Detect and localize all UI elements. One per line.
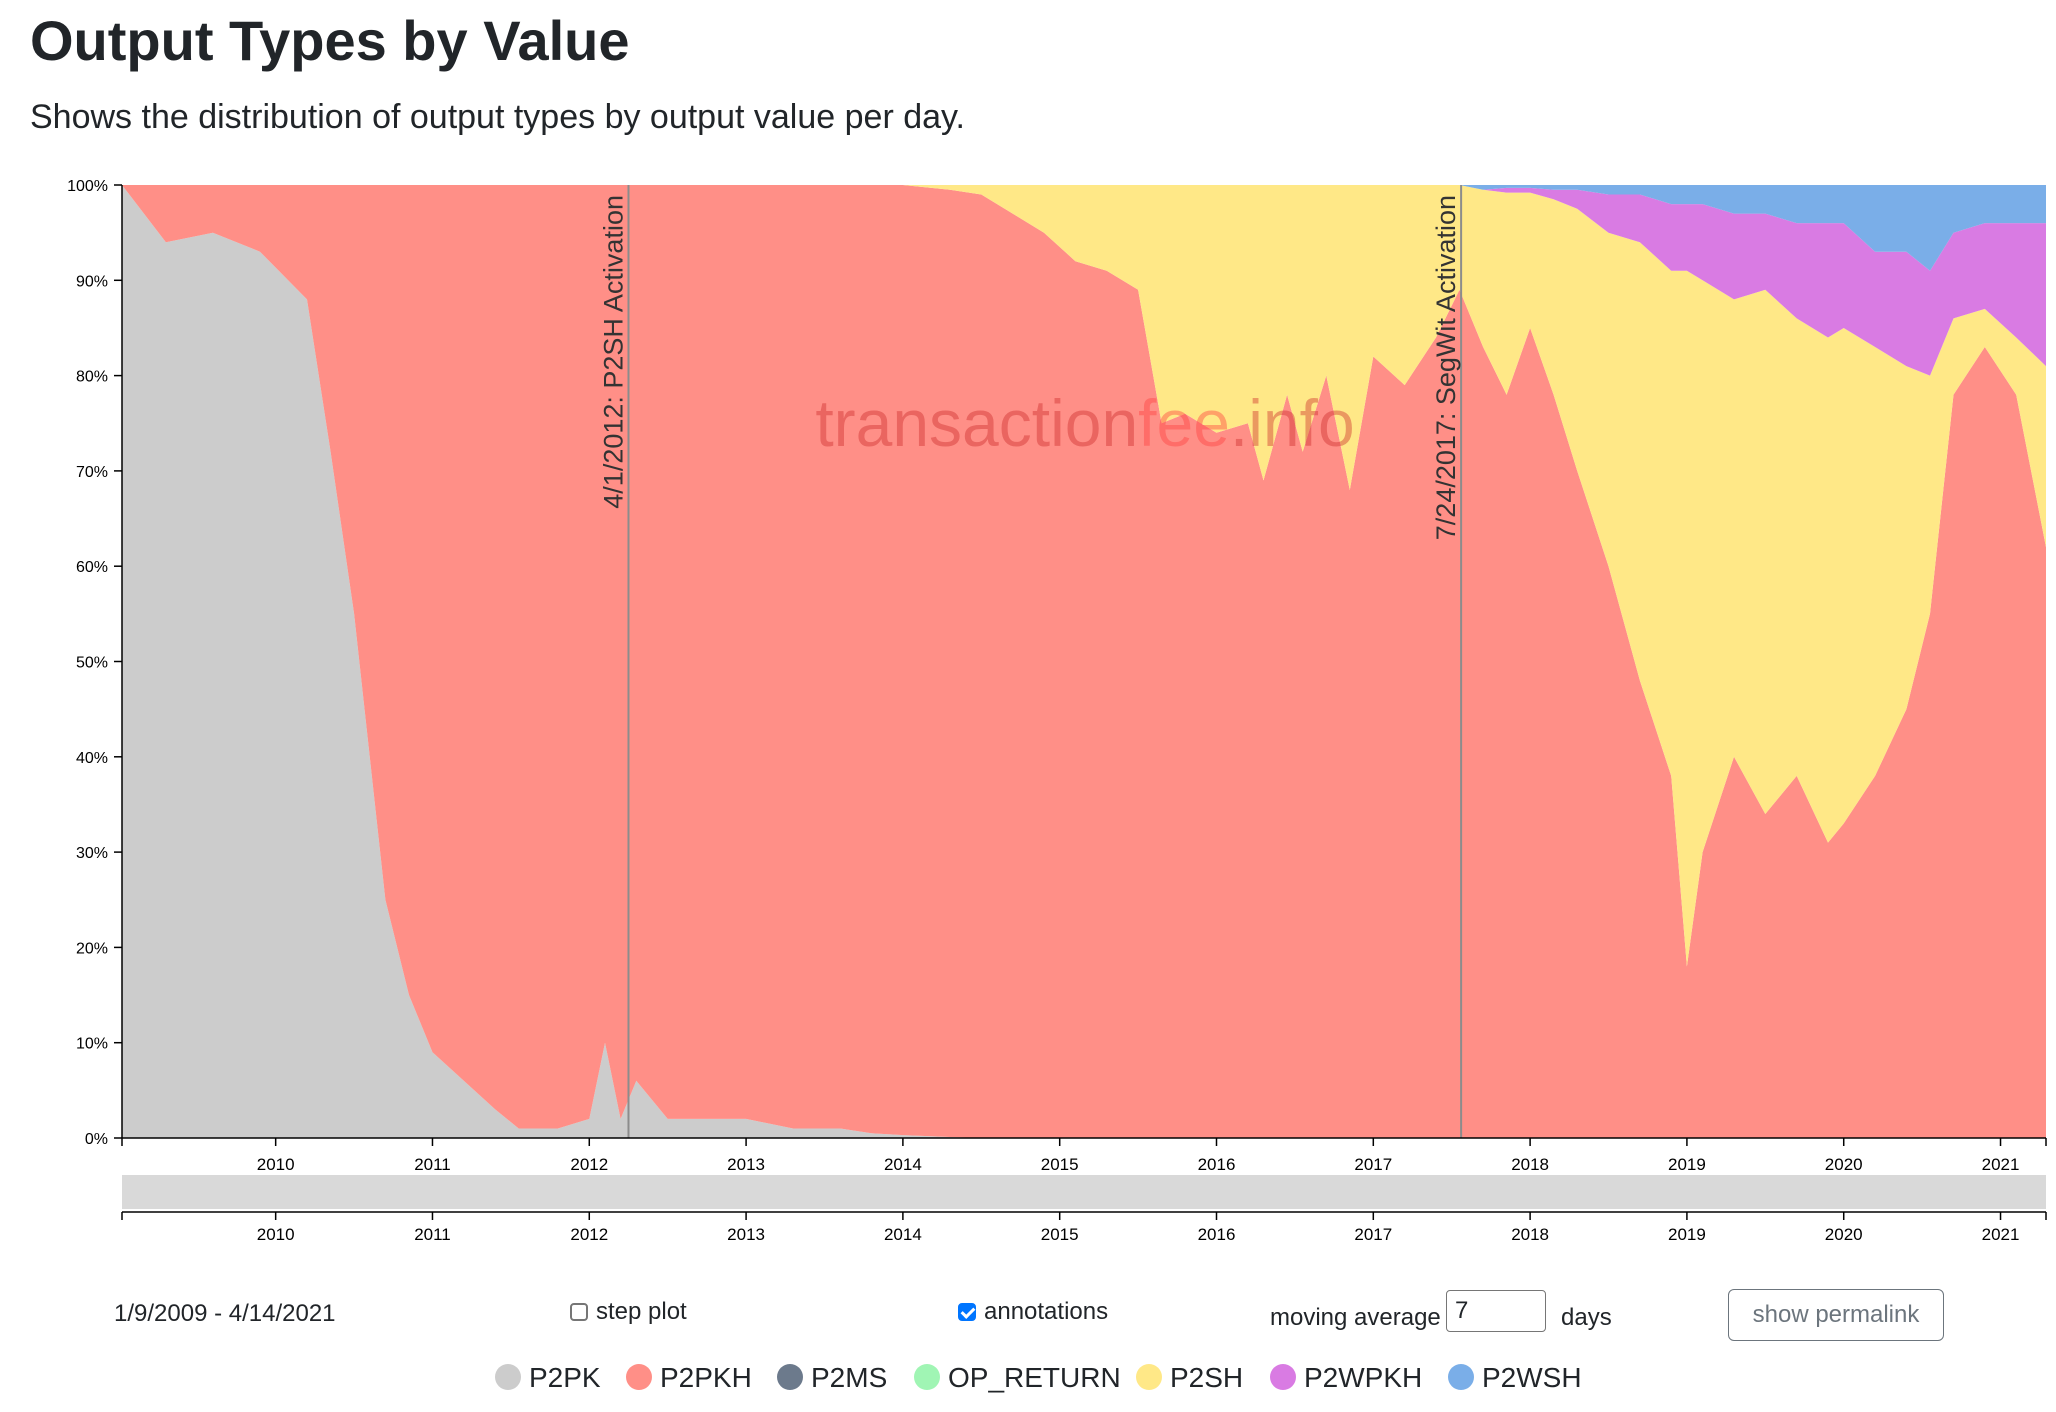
moving-average-label: moving average bbox=[1270, 1304, 1441, 1331]
legend-label: P2PKH bbox=[660, 1362, 752, 1393]
legend-label: OP_RETURN bbox=[948, 1362, 1121, 1393]
legend-label: P2WPKH bbox=[1304, 1362, 1423, 1393]
step-plot-label: step plot bbox=[596, 1298, 687, 1325]
legend-item-p2pk[interactable]: P2PK bbox=[495, 1362, 601, 1394]
x-tick-label: 2016 bbox=[1198, 1225, 1236, 1244]
annotations-toggle[interactable]: annotations bbox=[958, 1298, 1108, 1326]
legend-swatch bbox=[626, 1364, 652, 1390]
legend-item-p2pkh[interactable]: P2PKH bbox=[626, 1362, 752, 1394]
legend: P2PK P2PKH P2MS OP_RETURN P2SH P2WPKH P2… bbox=[0, 1362, 2056, 1402]
show-permalink-button[interactable]: show permalink bbox=[1728, 1289, 1944, 1341]
annotation-label: 7/24/2017: SegWit Activation bbox=[1431, 195, 1461, 540]
y-tick-label: 20% bbox=[76, 940, 108, 957]
x-tick-label: 2019 bbox=[1668, 1155, 1706, 1174]
x-tick-label: 2015 bbox=[1041, 1155, 1079, 1174]
brush-track[interactable] bbox=[122, 1175, 2046, 1209]
x-tick-label: 2017 bbox=[1354, 1155, 1392, 1174]
y-tick-label: 70% bbox=[76, 464, 108, 481]
legend-label: P2MS bbox=[811, 1362, 888, 1393]
y-tick-label: 80% bbox=[76, 369, 108, 386]
x-tick-label: 2010 bbox=[257, 1155, 295, 1174]
axes: 0% 10% 20% 30% 40% 50% 60% 70% 80% 90% 100% 2010 201… bbox=[67, 178, 2047, 1174]
legend-swatch bbox=[1448, 1364, 1474, 1390]
legend-swatch bbox=[495, 1364, 521, 1390]
legend-item-p2ms[interactable]: P2MS bbox=[777, 1362, 887, 1394]
y-tick-label: 100% bbox=[67, 178, 108, 195]
x-tick-label: 2011 bbox=[414, 1225, 451, 1244]
legend-swatch bbox=[1270, 1364, 1296, 1390]
watermark-part-2: fee bbox=[1138, 386, 1230, 460]
x-tick-label: 2021 bbox=[1982, 1155, 2020, 1174]
x-tick-label: 2012 bbox=[570, 1155, 608, 1174]
step-plot-toggle[interactable]: step plot bbox=[570, 1298, 687, 1326]
page-subtitle: Shows the distribution of output types b… bbox=[30, 98, 965, 136]
output-types-chart[interactable]: 4/1/2012: P2SH Activation 7/24/2017: SegW… bbox=[0, 0, 2056, 1280]
x-tick-label: 2014 bbox=[884, 1155, 922, 1174]
area-p2sh[interactable] bbox=[122, 185, 2046, 967]
x-tick-label: 2015 bbox=[1041, 1225, 1079, 1244]
legend-label: P2PK bbox=[529, 1362, 601, 1393]
x-tick-label: 2020 bbox=[1825, 1155, 1863, 1174]
y-tick-label: 90% bbox=[76, 273, 108, 290]
moving-average-input[interactable] bbox=[1446, 1290, 1546, 1332]
x-tick-label: 2011 bbox=[414, 1155, 451, 1174]
x-tick-label: 2010 bbox=[257, 1225, 295, 1244]
legend-swatch bbox=[777, 1364, 803, 1390]
date-range: 1/9/2009 - 4/14/2021 bbox=[114, 1300, 336, 1327]
x-tick-label: 2016 bbox=[1198, 1155, 1236, 1174]
watermark-part-3: .info bbox=[1230, 386, 1355, 460]
area-p2wsh[interactable] bbox=[122, 185, 2046, 271]
legend-item-op-return[interactable]: OP_RETURN bbox=[914, 1362, 1121, 1394]
x-tick-label: 2020 bbox=[1825, 1225, 1863, 1244]
legend-swatch bbox=[1136, 1364, 1162, 1390]
x-tick-label: 2012 bbox=[570, 1225, 608, 1244]
annotation-label: 4/1/2012: P2SH Activation bbox=[598, 195, 628, 509]
y-tick-label: 10% bbox=[76, 1036, 108, 1053]
y-tick-label: 30% bbox=[76, 845, 108, 862]
x-tick-label: 2013 bbox=[727, 1225, 765, 1244]
watermark: transactionfee.info bbox=[815, 386, 1354, 460]
annotations-checkbox[interactable] bbox=[958, 1303, 976, 1321]
page-title: Output Types by Value bbox=[30, 9, 630, 72]
y-tick-label: 50% bbox=[76, 655, 108, 672]
area-p2pk[interactable] bbox=[122, 185, 2046, 1138]
y-tick-label: 60% bbox=[76, 559, 108, 576]
legend-item-p2sh[interactable]: P2SH bbox=[1136, 1362, 1243, 1394]
annotations-layer: 4/1/2012: P2SH Activation 7/24/2017: SegW… bbox=[598, 185, 1463, 1138]
y-tick-label: 40% bbox=[76, 750, 108, 767]
step-plot-checkbox[interactable] bbox=[570, 1303, 588, 1321]
x-tick-label: 2019 bbox=[1668, 1225, 1706, 1244]
legend-swatch bbox=[914, 1364, 940, 1390]
x-tick-label: 2013 bbox=[727, 1155, 765, 1174]
annotations-label: annotations bbox=[984, 1298, 1109, 1325]
area-p2pkh[interactable] bbox=[122, 185, 2046, 1138]
days-label: days bbox=[1561, 1304, 1612, 1331]
legend-item-p2wpkh[interactable]: P2WPKH bbox=[1270, 1362, 1422, 1394]
x-tick-label: 2018 bbox=[1511, 1155, 1549, 1174]
x-tick-label: 2021 bbox=[1982, 1225, 2020, 1244]
legend-item-p2wsh[interactable]: P2WSH bbox=[1448, 1362, 1582, 1394]
y-tick-label: 0% bbox=[85, 1131, 108, 1148]
brush-axis: 2010 2011 2012 2013 2014 2015 2016 2017 2018 2019… bbox=[121, 1211, 2047, 1244]
legend-label: P2WSH bbox=[1482, 1362, 1582, 1393]
stacked-areas bbox=[122, 185, 2046, 1138]
watermark-part-1: transaction bbox=[815, 386, 1138, 460]
x-tick-label: 2017 bbox=[1354, 1225, 1392, 1244]
x-tick-label: 2014 bbox=[884, 1225, 922, 1244]
x-tick-label: 2018 bbox=[1511, 1225, 1549, 1244]
legend-label: P2SH bbox=[1170, 1362, 1244, 1393]
